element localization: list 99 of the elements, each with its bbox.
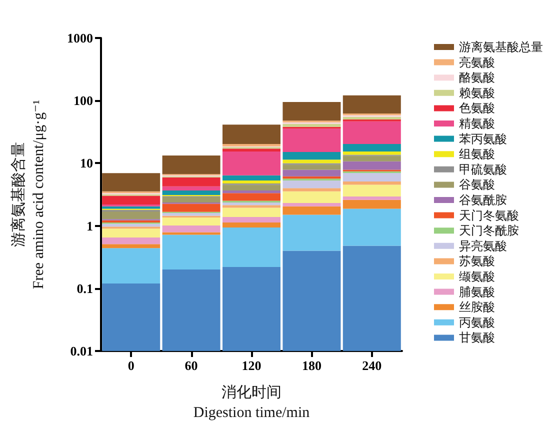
bar [222, 175, 280, 180]
bar [162, 197, 220, 202]
bar [162, 234, 220, 270]
bar [342, 156, 401, 162]
bar [282, 203, 341, 206]
x-tick-label: 120 [242, 358, 262, 373]
bar [282, 188, 341, 192]
bar [282, 164, 341, 170]
bar [102, 196, 160, 204]
bar [162, 190, 220, 196]
y-tick-label: 10 [80, 156, 93, 171]
bar [222, 266, 280, 351]
bar [162, 270, 220, 351]
bar [282, 180, 341, 188]
bar [222, 124, 280, 144]
legend-label: 天门冬酰胺 [459, 224, 519, 238]
legend-label: 色氨酸 [459, 101, 495, 116]
bar [342, 208, 401, 246]
bar [282, 160, 341, 164]
legend-label: 异亮氨酸 [459, 238, 507, 253]
bar [342, 200, 401, 209]
x-tick-label: 60 [184, 358, 198, 373]
legend-label: 组氨酸 [459, 147, 495, 162]
bar [222, 193, 280, 201]
legend-label: 甲硫氨酸 [459, 162, 507, 176]
bar [102, 283, 160, 351]
bar [222, 144, 280, 146]
bar [282, 214, 341, 251]
bar [222, 222, 280, 228]
legend-label: 亮氨酸 [459, 55, 495, 70]
legend-label: 游离氨基酸总量 [459, 40, 543, 54]
legend-label: 丝胺酸 [459, 300, 495, 314]
x-tick-label: 180 [302, 358, 322, 373]
bar [162, 155, 220, 174]
bar [342, 246, 401, 351]
bar [222, 151, 280, 176]
bar [162, 186, 220, 190]
bar [282, 206, 341, 215]
bar [102, 238, 160, 244]
bar [102, 173, 160, 192]
bar [222, 205, 280, 208]
bar [102, 248, 160, 284]
y-tick-label: 0.01 [70, 344, 93, 358]
legend-label: 丙氨酸 [459, 315, 495, 330]
bar [342, 152, 401, 155]
bar [102, 224, 160, 227]
legend-label: 苏氨酸 [459, 254, 495, 268]
legend-label: 谷氨酰胺 [459, 193, 507, 207]
legend-label: 苯丙氨酸 [459, 132, 507, 146]
y-tick-label: 1 [86, 218, 93, 234]
bar [342, 182, 401, 185]
x-tick-label: 240 [362, 358, 382, 373]
bar [222, 208, 280, 218]
bar [102, 244, 160, 248]
bar [282, 128, 341, 152]
bar [282, 124, 341, 127]
x-axis-title: 消化时间 Digestion time/min [193, 384, 310, 421]
bar [342, 184, 401, 196]
bar [162, 226, 220, 232]
bar [222, 227, 280, 267]
bar [222, 184, 280, 190]
bar [342, 95, 401, 114]
legend-label: 酪氨酸 [459, 70, 495, 85]
bar [342, 173, 401, 182]
bar [222, 217, 280, 222]
bar [282, 152, 341, 160]
bar [222, 202, 280, 206]
legend-label: 缬氨酸 [459, 270, 495, 284]
bar [282, 250, 341, 351]
bar [342, 121, 401, 144]
bar [222, 148, 280, 152]
legend-label: 脯氨酸 [459, 284, 495, 299]
y-tick-label: 100 [74, 93, 93, 108]
bar [162, 213, 220, 216]
bar [222, 180, 280, 184]
x-tick-label: 0 [128, 358, 134, 373]
legend-label: 天门冬氨酸 [459, 208, 519, 222]
bar [342, 144, 401, 152]
bar [162, 204, 220, 212]
bar [342, 161, 401, 170]
bar [342, 196, 401, 200]
bar [102, 228, 160, 238]
bar [282, 191, 341, 204]
bar [162, 232, 220, 235]
y-tick-label: 1000 [67, 30, 93, 46]
bar [162, 177, 220, 186]
legend-label: 甘氨酸 [459, 330, 495, 345]
y-tick-label: 0.1 [76, 280, 93, 296]
bar [282, 170, 341, 176]
bar [162, 217, 220, 226]
bar [102, 212, 160, 220]
bar [342, 116, 401, 120]
y-axis-title: 游离氨基酸含量 Free amino acid content/μg·g⁻¹ [10, 100, 47, 290]
bar [282, 102, 341, 121]
bar [102, 206, 160, 209]
legend-label: 赖氨酸 [459, 86, 495, 100]
bar [222, 190, 280, 194]
legend-label: 谷氨酸 [459, 178, 495, 192]
legend-label: 精氨酸 [459, 116, 495, 130]
